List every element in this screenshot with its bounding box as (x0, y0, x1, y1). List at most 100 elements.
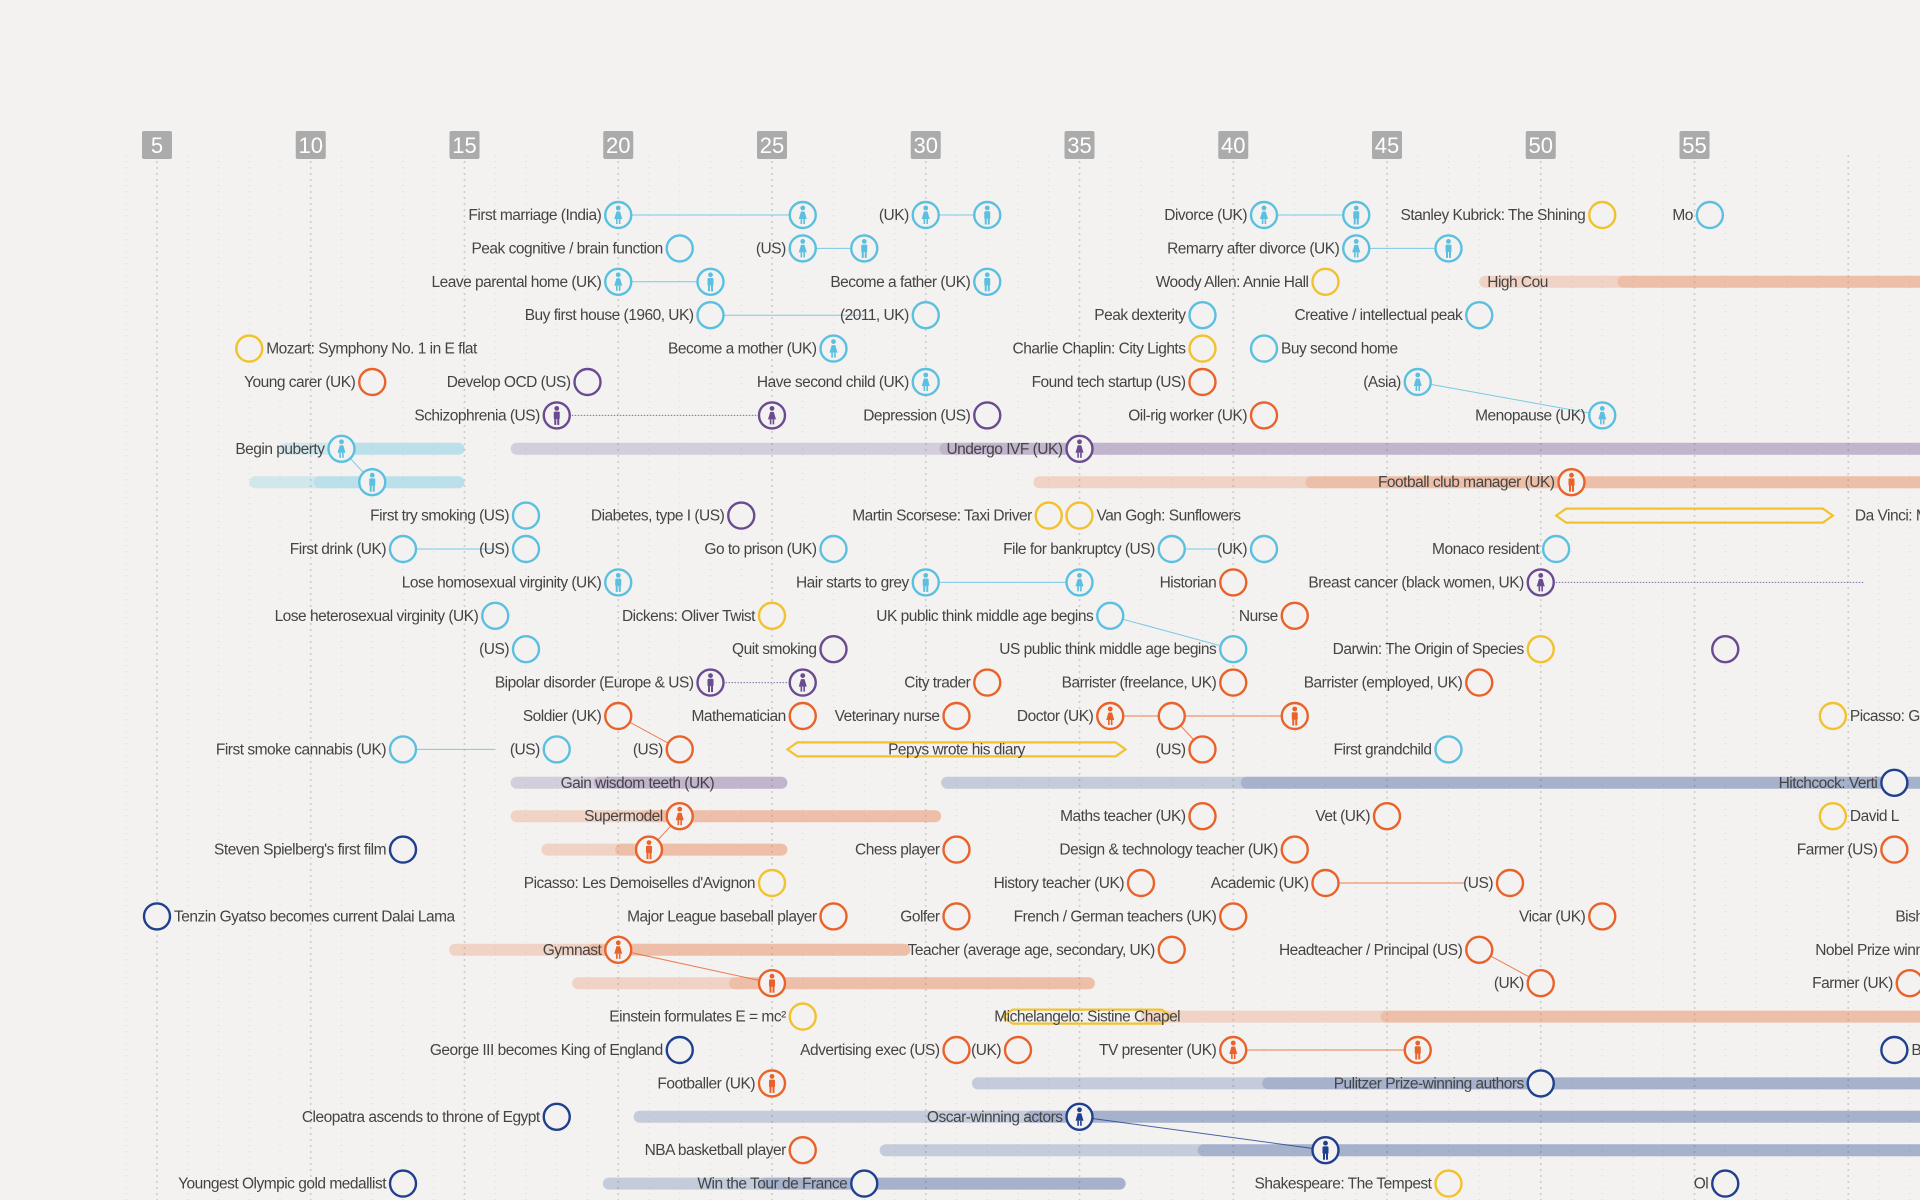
female-icon-leg (1231, 1054, 1233, 1059)
event-label: Buy first house (1960, UK) (525, 307, 694, 324)
male-icon-leg (926, 585, 929, 592)
range-bar-fill (633, 1110, 1920, 1123)
event-oscar-winning-actors: Oscar-winning actors (927, 1102, 1094, 1132)
tick-label: 5 (151, 133, 163, 158)
event-label: (Asia) (1363, 374, 1401, 391)
event-circle (1219, 568, 1248, 597)
event-circle (1818, 802, 1848, 831)
event-circle (850, 1169, 879, 1198)
event-marker (1342, 200, 1371, 230)
male-icon-leg (772, 986, 775, 993)
male-icon-leg (649, 853, 652, 860)
event-circle (1711, 635, 1740, 664)
event-circle (819, 534, 848, 564)
female-icon-head (923, 372, 929, 378)
male-icon-leg (557, 418, 560, 425)
male-icon-head (1323, 1140, 1328, 1146)
event-label: (UK) (1494, 975, 1524, 992)
event-label: First marriage (India) (468, 207, 601, 224)
event-uk: (UK) (1217, 534, 1279, 564)
range-bar-fill (449, 943, 911, 956)
range-bar-core (587, 943, 911, 956)
male-icon-body (922, 578, 929, 587)
male-icon-leg (1292, 719, 1295, 726)
range-bar (572, 977, 1095, 990)
event-label: Become a mother (UK) (668, 341, 817, 358)
tick-label: 15 (452, 133, 476, 158)
link-line (618, 949, 773, 984)
event-picasso-les-demoiselles-d-avignon: Picasso: Les Demoiselles d'Avignon (524, 868, 787, 898)
event-circle (1311, 267, 1340, 296)
event-veterinary-nurse: Veterinary nurse (835, 701, 971, 731)
event-label: Have second child (UK) (757, 374, 909, 391)
male-icon-leg (708, 285, 710, 292)
event-breast-cancer-black-women-uk: Breast cancer (black women, UK) (1308, 568, 1555, 597)
event-remarry-after-divorce-uk: Remarry after divorce (UK) (1167, 234, 1371, 263)
female-icon-body (614, 946, 623, 954)
event-label: Major League baseball player (627, 908, 817, 925)
event-be: Be (1880, 1035, 1920, 1065)
male-icon-body (769, 1079, 775, 1088)
female-icon-body (1106, 712, 1115, 720)
event-label: Divorce (UK) (1164, 207, 1247, 224)
female-icon-leg (769, 419, 772, 425)
range-bar-fill (510, 776, 788, 789)
event-label: Supermodel (584, 808, 663, 825)
range-bar-core (1380, 1010, 1920, 1023)
event-dickens-oliver-twist: Dickens: Oliver Twist (622, 601, 787, 630)
male-icon-leg (984, 218, 987, 225)
event-uk-public-think-middle-age-begins: UK public think middle age begins (876, 601, 1125, 630)
event-label: Undergo IVF (UK) (946, 441, 1062, 458)
female-icon-body (921, 378, 930, 386)
event-circle (973, 401, 1002, 430)
event-label: Academic (UK) (1211, 875, 1309, 892)
event-darwin-the-origin-of-species: Darwin: The Origin of Species (1333, 635, 1555, 664)
event-circle (788, 1002, 817, 1031)
event-circle (1280, 601, 1309, 630)
event-uk: (UK) (1494, 969, 1555, 998)
female-icon-body (1260, 211, 1268, 219)
tick-badge (1679, 131, 1710, 159)
event-marker (1434, 234, 1463, 263)
male-icon-leg (1353, 218, 1356, 225)
event-label: George III becomes King of England (430, 1042, 663, 1059)
x-axis-ticks: 5 10 15 20 25 30 35 40 45 50 55 (142, 131, 1710, 159)
event-circle (1219, 902, 1248, 931)
female-icon-leg (926, 219, 928, 224)
male-icon-head (923, 573, 929, 578)
event-pulitzer-prize-winning-authors: Pulitzer Prize-winning authors (1334, 1069, 1555, 1098)
event-academic-uk: Academic (UK) (1211, 868, 1340, 898)
event-circle (1465, 668, 1494, 697)
female-icon-leg (677, 820, 680, 826)
event-circle (1372, 802, 1402, 831)
tick-label: 30 (914, 133, 938, 158)
event-label: Bipolar disorder (Europe & US) (495, 675, 694, 692)
event-marker (757, 969, 787, 998)
male-icon-body (615, 578, 622, 587)
tick-badge (910, 131, 941, 159)
link-line (1110, 615, 1234, 650)
female-icon-leg (1077, 452, 1079, 458)
event-circle (1096, 601, 1125, 630)
range-bar (1033, 476, 1920, 489)
event-marker (358, 468, 387, 497)
period-bracket: Pepys wrote his diary (785, 741, 1128, 758)
event-quit-smoking: Quit smoking (732, 635, 848, 664)
event-shakespeare-the-tempest: Shakespeare: The Tempest (1255, 1169, 1463, 1198)
male-icon-head (1353, 205, 1359, 211)
male-icon-head (554, 406, 560, 411)
female-icon-body (829, 345, 838, 353)
event-steven-spielberg-s-first-film: Steven Spielberg's first film (214, 835, 418, 864)
female-icon-head (677, 806, 683, 812)
female-icon-leg (1233, 1054, 1236, 1059)
event-circle (1465, 935, 1494, 964)
event-label: Found tech startup (US) (1032, 374, 1186, 391)
event-circle (1495, 868, 1525, 898)
female-icon-head (1261, 205, 1267, 211)
event-label: US public think middle age begins (999, 641, 1217, 658)
male-icon-head (369, 472, 375, 478)
male-icon-head (1569, 472, 1574, 478)
female-icon-body (614, 278, 623, 286)
range-bar (941, 776, 1920, 789)
event-us: (US) (1156, 735, 1217, 764)
